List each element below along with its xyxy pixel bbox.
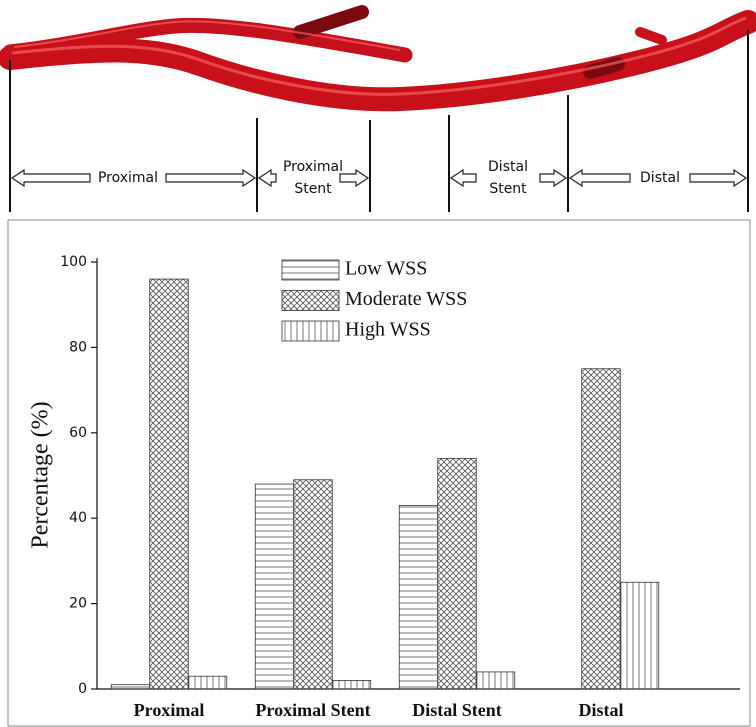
y-axis-label: Percentage (%) xyxy=(28,401,54,548)
x-tick-label: Proximal Stent xyxy=(255,700,370,720)
legend-label: Moderate WSS xyxy=(345,288,467,310)
legend-label: Low WSS xyxy=(345,258,427,280)
segment-label: Distal xyxy=(640,170,680,186)
segment-markers xyxy=(9,30,749,212)
x-tick-label: Distal xyxy=(579,700,624,720)
legend-swatch xyxy=(281,259,340,281)
arrow xyxy=(689,168,748,188)
segment-label: Distal xyxy=(488,159,528,175)
artery-illustration xyxy=(0,5,756,112)
chart-frame xyxy=(7,219,751,727)
y-tick-label: 20 xyxy=(69,596,87,612)
bar xyxy=(110,684,151,690)
y-tick-label: 80 xyxy=(69,339,87,355)
x-tick-label: Proximal xyxy=(134,700,205,720)
arrow xyxy=(449,168,477,188)
arrow xyxy=(10,168,91,188)
bar xyxy=(619,581,660,690)
bar xyxy=(398,504,439,690)
bar xyxy=(254,483,295,690)
bar xyxy=(581,368,621,690)
segment-label: Stent xyxy=(489,181,527,197)
bar xyxy=(437,458,477,690)
segment-label: Stent xyxy=(294,181,332,197)
bar xyxy=(475,671,516,690)
bar xyxy=(293,479,333,690)
y-tick-label: 100 xyxy=(60,254,87,270)
bar xyxy=(187,675,228,690)
arrow xyxy=(568,168,631,188)
x-tick-label: Distal Stent xyxy=(412,700,502,720)
arrow xyxy=(539,168,568,188)
legend-label: High WSS xyxy=(345,319,431,341)
arrow xyxy=(165,168,257,188)
segment-arrows xyxy=(10,168,748,188)
arrow xyxy=(257,168,277,188)
y-tick-label: 0 xyxy=(78,681,87,697)
y-tick-label: 60 xyxy=(69,425,87,441)
y-tick-label: 40 xyxy=(69,510,87,526)
legend-swatch xyxy=(281,290,340,311)
bar xyxy=(331,680,372,690)
arrow xyxy=(339,168,370,188)
segment-label: Proximal xyxy=(98,170,158,186)
legend-swatch xyxy=(281,320,340,342)
segment-label: Proximal xyxy=(283,159,343,175)
bar xyxy=(149,278,189,690)
